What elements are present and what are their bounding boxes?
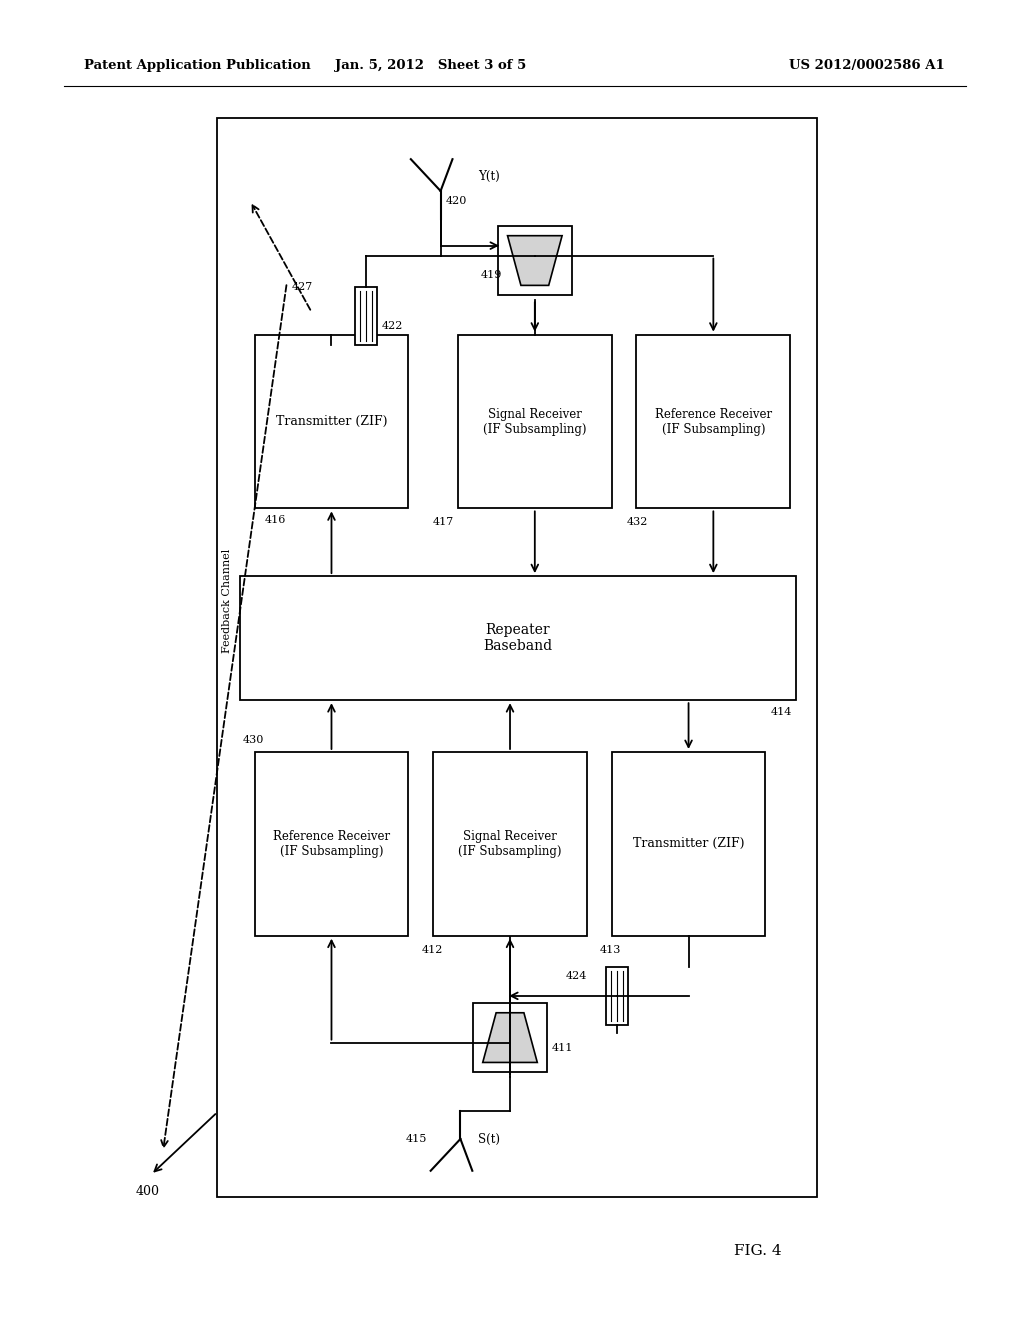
- Text: Reference Receiver
(IF Subsampling): Reference Receiver (IF Subsampling): [654, 408, 772, 436]
- Bar: [458, 334, 611, 508]
- Polygon shape: [508, 236, 562, 285]
- Text: 400: 400: [136, 1185, 160, 1199]
- Text: FIG. 4: FIG. 4: [734, 1245, 781, 1258]
- Text: 412: 412: [421, 945, 442, 954]
- Bar: [611, 752, 765, 936]
- Text: US 2012/0002586 A1: US 2012/0002586 A1: [790, 59, 945, 73]
- Text: 424: 424: [566, 972, 588, 981]
- Text: 415: 415: [406, 1134, 427, 1144]
- Bar: [255, 334, 409, 508]
- Text: 416: 416: [264, 515, 286, 525]
- Text: Y(t): Y(t): [478, 169, 500, 182]
- Text: S(t): S(t): [478, 1133, 501, 1146]
- Text: Reference Receiver
(IF Subsampling): Reference Receiver (IF Subsampling): [273, 830, 390, 858]
- Bar: [498, 226, 572, 296]
- Text: Feedback Channel: Feedback Channel: [222, 548, 232, 652]
- Text: Patent Application Publication: Patent Application Publication: [84, 59, 310, 73]
- Text: Transmitter (ZIF): Transmitter (ZIF): [275, 414, 387, 428]
- Text: Repeater
Baseband: Repeater Baseband: [483, 623, 553, 653]
- Text: 430: 430: [243, 735, 264, 744]
- Bar: [255, 752, 409, 936]
- Text: Signal Receiver
(IF Subsampling): Signal Receiver (IF Subsampling): [459, 830, 562, 858]
- Text: Transmitter (ZIF): Transmitter (ZIF): [633, 837, 744, 850]
- Bar: [217, 119, 817, 1197]
- Bar: [606, 968, 628, 1024]
- Text: 422: 422: [382, 321, 403, 331]
- Text: 419: 419: [480, 271, 502, 280]
- Text: 413: 413: [600, 945, 622, 954]
- Text: 432: 432: [627, 517, 648, 528]
- Text: 417: 417: [433, 517, 455, 528]
- Bar: [241, 576, 796, 700]
- Text: Signal Receiver
(IF Subsampling): Signal Receiver (IF Subsampling): [483, 408, 587, 436]
- Polygon shape: [482, 1012, 538, 1063]
- Bar: [473, 1003, 547, 1072]
- Text: 427: 427: [292, 282, 313, 292]
- Bar: [355, 288, 377, 345]
- Text: 411: 411: [552, 1043, 573, 1052]
- Text: 420: 420: [445, 195, 467, 206]
- Bar: [637, 334, 791, 508]
- Text: Jan. 5, 2012   Sheet 3 of 5: Jan. 5, 2012 Sheet 3 of 5: [335, 59, 526, 73]
- Text: 414: 414: [771, 708, 793, 717]
- Bar: [433, 752, 587, 936]
